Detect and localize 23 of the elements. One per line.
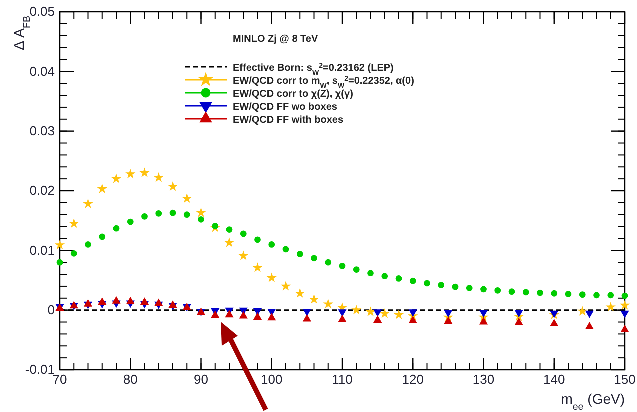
x-tick-label: 110: [332, 372, 353, 388]
x-tick-label: 80: [123, 372, 138, 388]
x-tick-label: 130: [472, 372, 495, 388]
x-tick-label: 90: [194, 372, 208, 388]
y-tick-label: 0.01: [30, 242, 55, 258]
y-tick-label: 0.05: [30, 4, 55, 20]
y-tick-label: -0.01: [25, 362, 55, 378]
y-tick-label: 0.03: [30, 123, 55, 138]
y-tick-label: 0: [48, 302, 55, 318]
x-tick-label: 140: [544, 372, 566, 388]
x-tick-label: 70: [52, 372, 68, 388]
legend-label: EW/QCD corr to χ(Z), χ(γ): [233, 89, 354, 100]
legend-label: EW/QCD FF wo boxes: [233, 102, 338, 113]
legend-label: Effective Born: s$_{W}$$^{2}$=0.23162 (LEP): [233, 62, 394, 76]
legend-label: EW/QCD FF with boxes: [233, 115, 344, 126]
y-tick-label: 0.04: [30, 64, 55, 79]
x-tick-label: 120: [402, 372, 424, 388]
x-axis-title: m$_{ee}$ (GeV): [561, 391, 625, 412]
text: MINLO Zj @ 8 TeV: [233, 34, 318, 45]
y-tick-label: 0.02: [30, 183, 55, 198]
x-tick-label: 100: [261, 372, 283, 388]
legend-label: EW/QCD corr to m$_{W}$, s$_{W}$$^{2}$=0.22352, α(0): [233, 76, 414, 90]
x-tick-label: 150: [614, 372, 636, 388]
